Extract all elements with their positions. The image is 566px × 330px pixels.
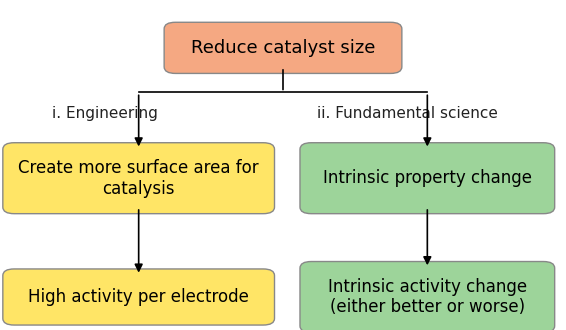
- FancyBboxPatch shape: [300, 143, 555, 214]
- Text: Intrinsic activity change
(either better or worse): Intrinsic activity change (either better…: [328, 278, 527, 316]
- Text: i. Engineering: i. Engineering: [52, 106, 158, 121]
- FancyBboxPatch shape: [300, 261, 555, 330]
- FancyBboxPatch shape: [3, 269, 275, 325]
- FancyBboxPatch shape: [3, 143, 275, 214]
- Text: High activity per electrode: High activity per electrode: [28, 288, 249, 306]
- Text: Intrinsic property change: Intrinsic property change: [323, 169, 532, 187]
- Text: Create more surface area for
catalysis: Create more surface area for catalysis: [18, 159, 259, 198]
- Text: Reduce catalyst size: Reduce catalyst size: [191, 39, 375, 57]
- FancyBboxPatch shape: [164, 22, 402, 74]
- Text: ii. Fundamental science: ii. Fundamental science: [317, 106, 498, 121]
